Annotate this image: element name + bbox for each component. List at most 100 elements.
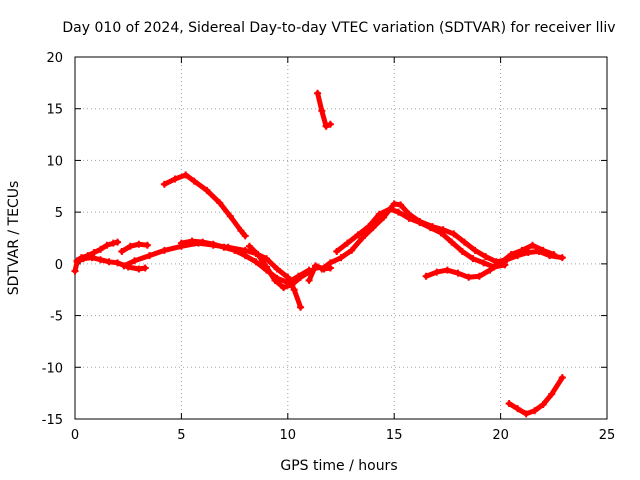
data-point <box>288 281 296 289</box>
y-tick-label: 0 <box>55 258 63 273</box>
data-point <box>480 259 488 267</box>
data-point <box>290 286 298 294</box>
data-point <box>337 254 345 262</box>
data-point <box>475 272 483 280</box>
data-point <box>71 267 79 275</box>
data-point <box>380 213 388 221</box>
data-point <box>529 241 537 249</box>
data-point <box>216 199 224 207</box>
data-point <box>199 238 207 246</box>
data-point <box>522 410 530 418</box>
data-point <box>97 256 105 264</box>
x-tick-label: 5 <box>177 428 185 443</box>
data-point <box>539 401 547 409</box>
series-arc-11 <box>333 205 509 271</box>
data-point <box>118 247 126 255</box>
data-point <box>297 303 305 311</box>
data-point <box>237 227 245 235</box>
data-point <box>311 262 319 270</box>
x-axis-label: GPS time / hours <box>280 458 397 474</box>
data-point <box>103 241 111 249</box>
series-line <box>72 255 148 274</box>
series-arc-13 <box>505 374 566 418</box>
y-tick-label: 10 <box>46 154 63 169</box>
data-point <box>73 258 81 266</box>
data-point <box>280 284 288 292</box>
data-point <box>318 107 326 115</box>
series-arc-7 <box>245 242 322 292</box>
data-point <box>252 258 260 266</box>
data-point <box>114 259 122 267</box>
data-point <box>486 266 494 274</box>
axis-ticks <box>74 56 608 420</box>
series-arc-3 <box>118 240 151 255</box>
data-point <box>126 242 134 250</box>
x-tick-label: 0 <box>71 428 79 443</box>
data-point <box>426 224 434 232</box>
data-point <box>397 201 405 209</box>
data-point <box>141 264 149 272</box>
data-point <box>305 276 313 284</box>
y-tick-label: 5 <box>55 206 63 221</box>
data-point <box>465 273 473 281</box>
data-point <box>460 238 468 246</box>
data-point <box>120 262 128 270</box>
data-point <box>314 89 322 97</box>
data-point <box>245 242 253 250</box>
data-point <box>497 259 505 267</box>
data-point <box>97 245 105 253</box>
data-point <box>558 254 566 262</box>
x-tick-labels: 0 5 10 15 20 25 <box>71 428 615 443</box>
data-point <box>507 251 515 259</box>
data-point <box>177 239 185 247</box>
data-point <box>160 246 168 254</box>
data-point <box>514 405 522 413</box>
data-point <box>203 186 211 194</box>
data-point <box>471 246 479 254</box>
y-tick-label: -15 <box>42 413 63 428</box>
data-point <box>343 239 351 247</box>
data-point <box>558 374 566 382</box>
data-point <box>190 177 198 185</box>
y-tick-label: -5 <box>50 310 63 325</box>
data-point <box>386 205 394 213</box>
data-point <box>375 210 383 218</box>
data-point <box>220 243 228 251</box>
data-point <box>160 180 168 188</box>
data-point <box>524 248 532 256</box>
series-line <box>119 241 150 254</box>
plot-frame <box>74 56 608 420</box>
y-tick-label: 20 <box>46 51 63 66</box>
data-point <box>326 120 334 128</box>
data-point <box>105 258 113 266</box>
data-point <box>354 231 362 239</box>
data-point <box>550 251 558 259</box>
data-point <box>422 272 430 280</box>
data-point <box>348 246 356 254</box>
data-point <box>469 255 477 263</box>
data-point <box>416 218 424 226</box>
data-point <box>188 237 196 245</box>
data-point <box>548 390 556 398</box>
series-arc-9 <box>314 89 334 130</box>
data-point <box>326 259 334 267</box>
data-point <box>263 263 271 271</box>
data-point <box>226 212 234 220</box>
data-point <box>90 248 98 256</box>
data-point <box>437 229 445 237</box>
data-point <box>114 238 122 246</box>
series-line <box>315 90 333 129</box>
data-point <box>458 247 466 255</box>
data-point <box>171 175 179 183</box>
x-tick-label: 25 <box>599 428 616 443</box>
data-series <box>71 89 566 418</box>
series-arc-12 <box>422 241 558 281</box>
data-point <box>358 234 366 242</box>
data-point <box>433 268 441 276</box>
series-line <box>161 172 248 239</box>
data-point <box>390 200 398 208</box>
data-point <box>443 266 451 274</box>
y-tick-labels: -15 -10 -5 0 5 10 15 20 <box>42 51 63 428</box>
x-tick-label: 20 <box>492 428 509 443</box>
data-point <box>322 122 330 130</box>
